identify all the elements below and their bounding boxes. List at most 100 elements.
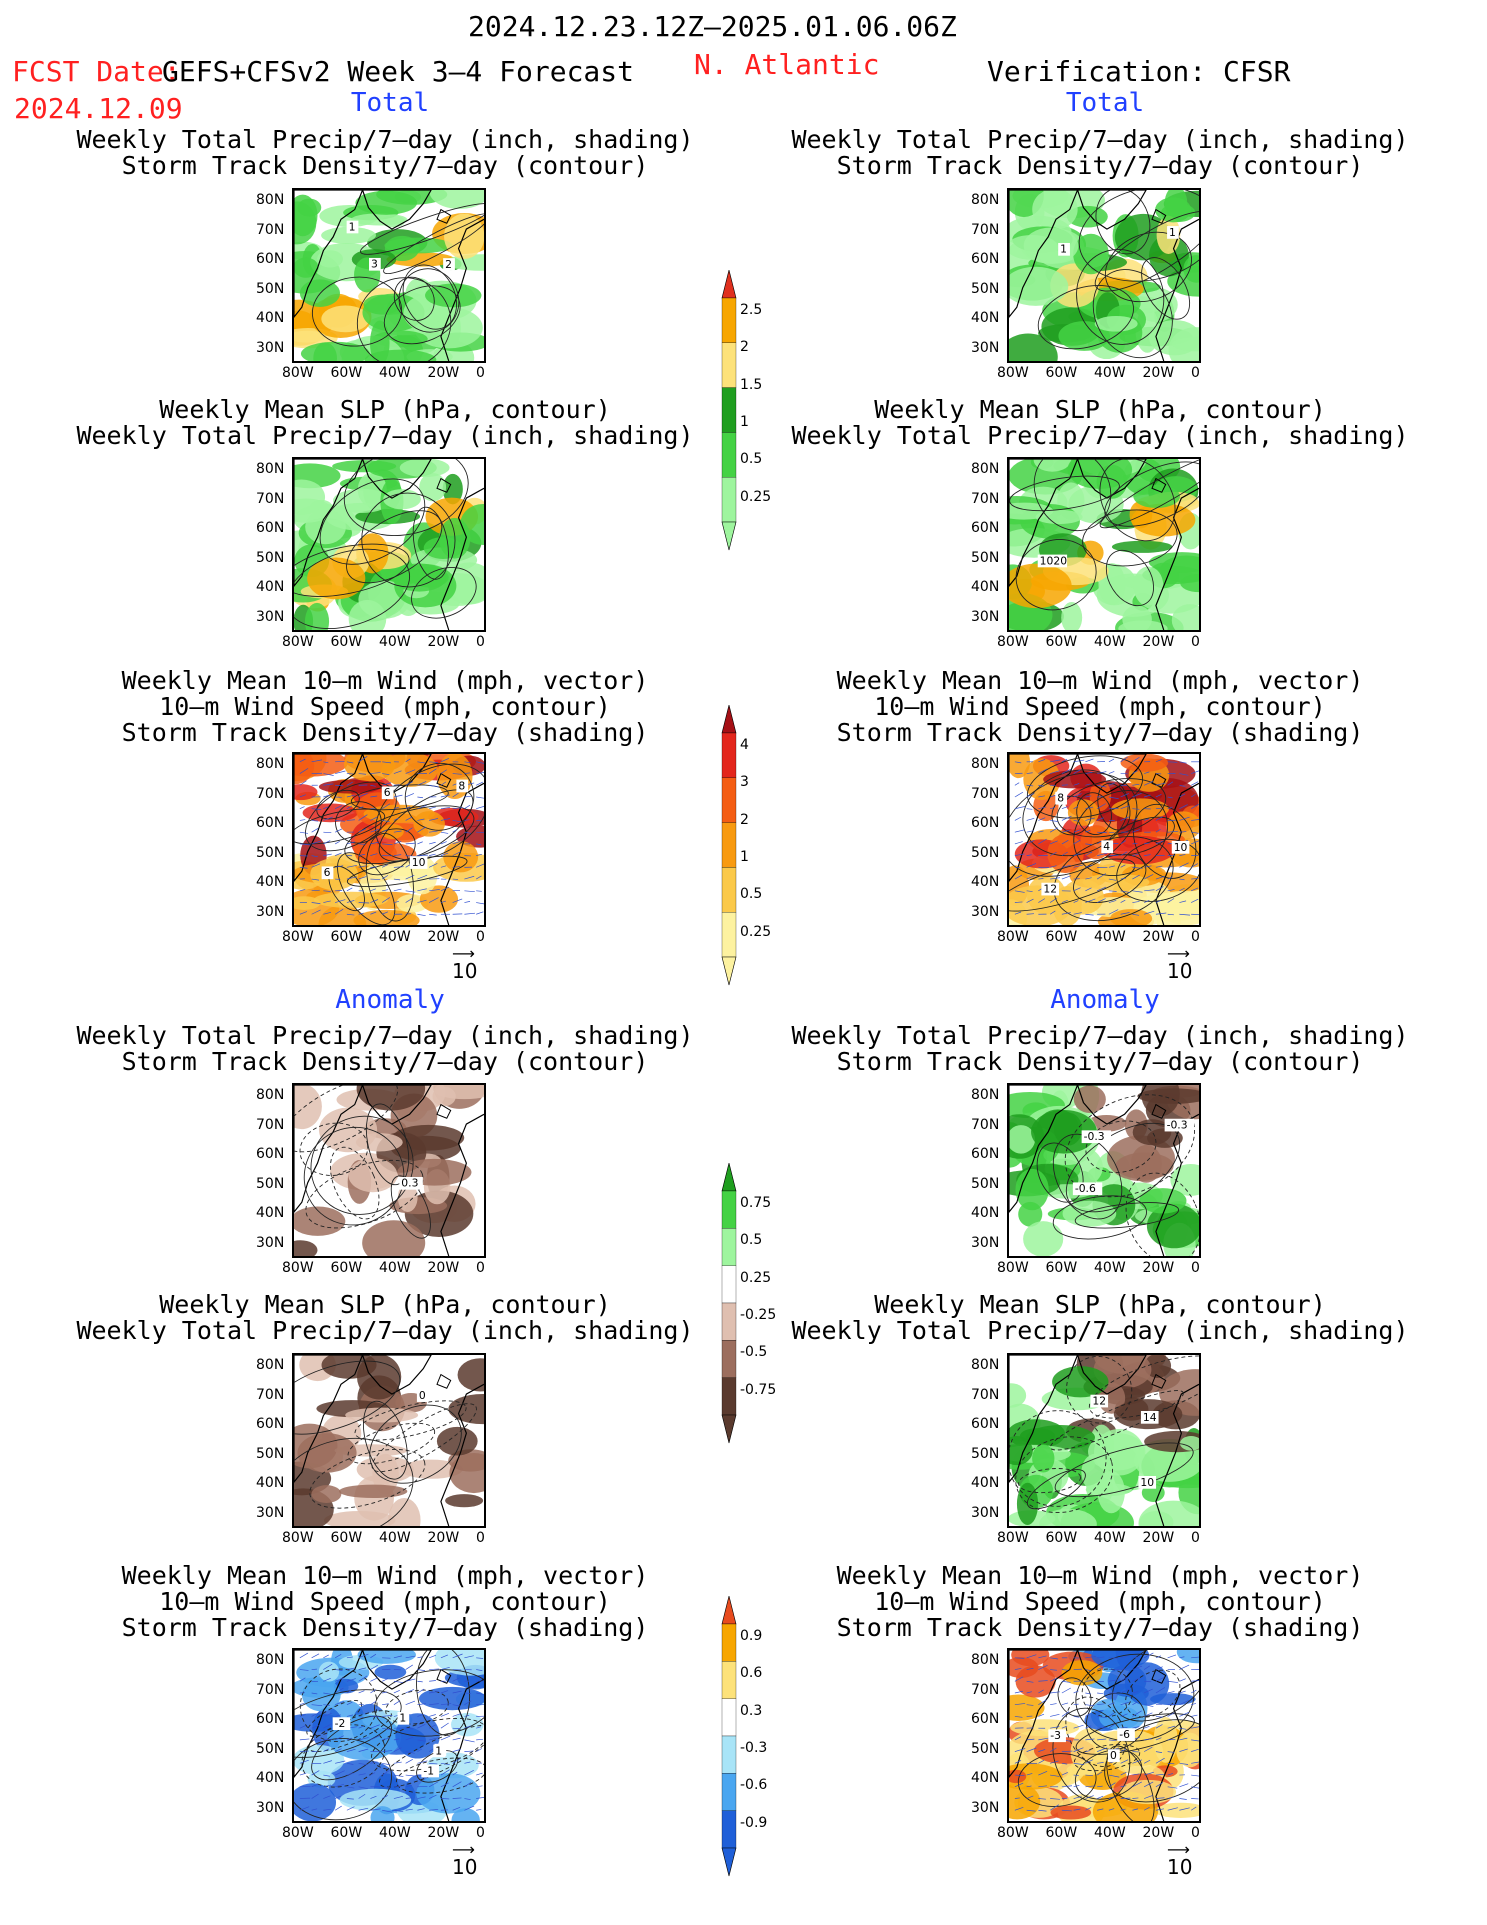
contour-label: 0 <box>416 1389 429 1402</box>
colorbar-segment <box>721 1340 737 1378</box>
panel-title-line: Weekly Mean SLP (hPa, contour) <box>874 1290 1326 1319</box>
colorbar-segment <box>721 270 737 299</box>
lat-tick-label: 70N <box>971 1386 1000 1403</box>
map-plot: 1 2 3 <box>292 188 486 363</box>
lon-tick-label: 40W <box>1094 1530 1126 1546</box>
lat-tick-label: 30N <box>256 339 285 356</box>
map-field-svg: 111-1-2 <box>294 1650 484 1821</box>
lat-tick-label: 80N <box>256 461 285 477</box>
lon-tick-label: 0 <box>1191 634 1200 650</box>
lat-tick-label: 50N <box>971 549 1000 566</box>
lat-tick-label: 30N <box>256 903 285 920</box>
lat-tick-label: 50N <box>971 1445 1000 1462</box>
colorbar-tick-label: 0.3 <box>740 1702 763 1719</box>
map-field-svg: -0.6 -0.3 -0.3 <box>1009 1085 1199 1256</box>
colorbar-segment <box>721 432 737 478</box>
lon-tick-label: 20W <box>1142 634 1175 650</box>
lat-tick-label: 80N <box>971 192 1000 208</box>
lat-tick-label: 40N <box>971 1770 1000 1786</box>
lat-tick-label: 70N <box>971 490 1000 507</box>
colorbar-segment <box>721 1623 737 1662</box>
lon-tick-label: 80W <box>282 1530 314 1546</box>
lon-tick-label: 0 <box>476 929 485 945</box>
lat-tick-label: 50N <box>256 549 285 566</box>
lon-tick-label: 80W <box>282 1260 314 1276</box>
colorbar-tick-label: -0.5 <box>740 1344 768 1361</box>
colorbar-segment <box>721 387 737 433</box>
panel-title-line: Weekly Total Precip/7–day (inch, shading… <box>76 125 694 154</box>
fcst-model-label: GEFS+CFSv2 Week 3–4 Forecast <box>162 55 635 88</box>
colorbar-tick-label: 2 <box>740 811 749 828</box>
colorbar-segment <box>721 1810 737 1849</box>
lat-tick-label: 50N <box>256 1445 285 1462</box>
contour-label: 0.3 <box>399 1177 423 1190</box>
panel-title-line: Storm Track Density/7–day (shading) <box>836 718 1364 747</box>
lat-tick-label: 30N <box>971 1504 1000 1521</box>
colorbar-svg <box>721 1596 737 1877</box>
lat-tick-label: 40N <box>971 1205 1000 1221</box>
lon-tick-label: 60W <box>1045 1825 1078 1841</box>
svg-text:-2: -2 <box>335 1717 346 1730</box>
svg-text:1: 1 <box>349 220 356 233</box>
lat-tick-label: 40N <box>971 1475 1000 1491</box>
lon-tick-label: 20W <box>427 634 460 650</box>
lat-tick-label: 40N <box>256 579 285 595</box>
lon-tick-label: 80W <box>282 1825 314 1841</box>
contour-label: 1 <box>397 1712 410 1725</box>
lon-tick-label: 80W <box>997 365 1029 381</box>
lat-tick-label: 80N <box>971 1652 1000 1668</box>
colorbar-svg <box>721 1163 737 1444</box>
colorbar-segment <box>721 1596 737 1625</box>
vector-key: ⟶ 10 <box>452 1840 478 1880</box>
lon-tick-label: 40W <box>1094 929 1126 945</box>
colorbar-tick-label: 3 <box>740 774 749 791</box>
lat-tick-label: 80N <box>256 192 285 208</box>
lon-tick-label: 60W <box>330 365 363 381</box>
region-label: N. Atlantic <box>694 48 880 81</box>
contour-label: -0.3 <box>1164 1119 1195 1132</box>
contour-label: 10 <box>1138 1476 1157 1489</box>
lon-tick-label: 40W <box>1094 365 1126 381</box>
lon-tick-label: 80W <box>997 634 1029 650</box>
lon-tick-label: 60W <box>1045 365 1078 381</box>
colorbar-segment <box>721 1377 737 1416</box>
lat-tick-label: 60N <box>256 520 285 536</box>
colorbar-tick-label: -0.25 <box>740 1307 777 1323</box>
svg-text:2: 2 <box>445 258 452 271</box>
lon-tick-label: 40W <box>379 365 411 381</box>
contour-label: -1 <box>421 1764 439 1777</box>
lat-tick-label: 30N <box>971 339 1000 356</box>
lon-tick-label: 0 <box>1191 1530 1200 1546</box>
svg-text:3: 3 <box>371 258 378 271</box>
contour-label: 8 <box>1055 792 1068 805</box>
colorbar-svg <box>721 705 737 986</box>
colorbar-segment <box>721 1302 737 1341</box>
lon-tick-label: 80W <box>282 365 314 381</box>
map-plot: 0 <box>292 1353 486 1528</box>
svg-text:4: 4 <box>1103 840 1110 853</box>
panel-title-line: Weekly Mean SLP (hPa, contour) <box>159 1290 611 1319</box>
lon-tick-label: 60W <box>1045 1260 1078 1276</box>
panel-title-line: Storm Track Density/7–day (shading) <box>836 1613 1364 1642</box>
map-plot: 12 10 14 <box>1007 1353 1201 1528</box>
vector-key-value: 10 <box>452 1855 478 1879</box>
lon-tick-label: 20W <box>427 1825 460 1841</box>
lat-tick-label: 40N <box>971 310 1000 326</box>
colorbar-segment <box>721 1265 737 1304</box>
panel-title-line: Storm Track Density/7–day (shading) <box>121 1613 649 1642</box>
panel-title-line: 10–m Wind Speed (mph, contour) <box>159 1587 611 1616</box>
lon-tick-label: 60W <box>330 634 363 650</box>
lat-tick-label: 30N <box>256 1234 285 1251</box>
lat-tick-label: 60N <box>971 815 1000 831</box>
lat-tick-label: 60N <box>971 1416 1000 1432</box>
map-field-svg: 1020 <box>1009 459 1199 630</box>
panel-title-line: Storm Track Density/7–day (contour) <box>121 1047 649 1076</box>
lon-tick-label: 0 <box>1191 929 1200 945</box>
section-total-right: Total <box>1065 88 1145 118</box>
colorbar-segment <box>721 521 737 551</box>
map-field-svg: 12 10 14 <box>1009 1355 1199 1526</box>
lat-tick-label: 50N <box>971 844 1000 861</box>
svg-text:1020: 1020 <box>1040 554 1068 567</box>
section-anomaly-right: Anomaly <box>1050 985 1160 1015</box>
svg-text:-1: -1 <box>423 1764 434 1777</box>
